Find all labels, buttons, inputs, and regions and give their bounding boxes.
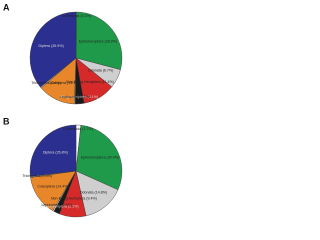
slice-label: Ephemeroptera (30.0%) (81, 155, 119, 159)
slice-name: Odonata (80, 190, 94, 194)
panel-label: A (3, 2, 10, 12)
slice-value: (6.7%) (103, 68, 114, 72)
pie-slice (75, 11, 123, 70)
slice-label: Collembola (1.7%) (63, 127, 93, 131)
slice-label: Odonata (6.7%) (88, 68, 113, 72)
pie-slice (29, 124, 77, 177)
slice-value: (14.8%) (95, 190, 108, 194)
figure: A Collembola (0.2%) Ephemeroptera (28.9%) O… (3, 2, 123, 218)
slice-label: Lepidoptera (0.3%) (60, 95, 91, 99)
slice-label: Trichoptera (0.4%) (22, 174, 52, 178)
slice-value: (11.4%) (102, 80, 114, 84)
slice-label: Diptera (26.8%) (43, 151, 68, 155)
slice-name: Lepidoptera (60, 95, 79, 99)
panel-label: B (3, 116, 10, 126)
slice-label: Trichoptera (0.4%) (31, 81, 61, 85)
slice-value: (0.3%) (80, 95, 91, 99)
slice-name: Trichoptera (22, 174, 40, 178)
slice-value: (28.9%) (105, 39, 118, 43)
slice-name: Diptera (43, 151, 55, 155)
slice-label: Lepidoptera (0.4%) (41, 203, 72, 207)
slice-label: Coleoptera (14.4%) (37, 184, 68, 188)
slice-name: Trichoptera (31, 81, 49, 85)
slice-name: Coleoptera (37, 184, 55, 188)
slice-label: Diptera (35.9%) (38, 44, 63, 48)
slice-name: Lepidoptera (41, 203, 60, 207)
slice-name: Collembola (61, 14, 79, 18)
slice-value: (3.1%) (88, 95, 99, 99)
slice-value: (0.2%) (80, 14, 91, 18)
slice-label: Biting Hemiptera (2.1%) (40, 204, 78, 208)
slice-value: (14.4%) (56, 184, 69, 188)
slice-name: Diptera (38, 44, 50, 48)
slice-name: Non-Biting Hemiptera (51, 196, 85, 200)
slice-value: (9.4%) (86, 196, 97, 200)
slice-label: Coleoptera (13.1%) (48, 81, 79, 85)
slice-label: Non-Biting Hemiptera (9.4%) (51, 196, 97, 200)
slice-value: (0.4%) (50, 81, 61, 85)
slice-value: (35.9%) (51, 44, 64, 48)
slice-value: (1.7%) (82, 127, 93, 131)
slice-name: Biting Hemiptera (40, 204, 67, 208)
slice-name: Collembola (63, 127, 81, 131)
slice-value: (26.8%) (55, 151, 68, 155)
slice-name: Non-Biting Hemiptera (66, 80, 100, 84)
slice-name: Odonata (88, 68, 102, 72)
slice-label: Odonata (14.8%) (80, 190, 107, 194)
slice-value: (0.4%) (41, 174, 52, 178)
slice-value: (2.1%) (68, 204, 79, 208)
slice-value: (30.0%) (107, 155, 120, 159)
slice-label: Collembola (0.2%) (61, 14, 91, 18)
pie-slice (75, 125, 123, 191)
slice-name: Ephemeroptera (81, 155, 106, 159)
slice-label: Ephemeroptera (28.9%) (79, 39, 117, 43)
slice-value: (13.1%) (67, 81, 80, 85)
slice-label: Non-Biting Hemiptera (11.4%) (66, 80, 114, 84)
slice-name: Ephemeroptera (79, 39, 104, 43)
slice-value: (0.4%) (61, 203, 72, 207)
pie-slice (29, 11, 77, 88)
slice-label: Biting Hemiptera (3.1%) (60, 95, 98, 99)
slice-name: Coleoptera (48, 81, 66, 85)
slice-name: Biting Hemiptera (60, 95, 87, 99)
